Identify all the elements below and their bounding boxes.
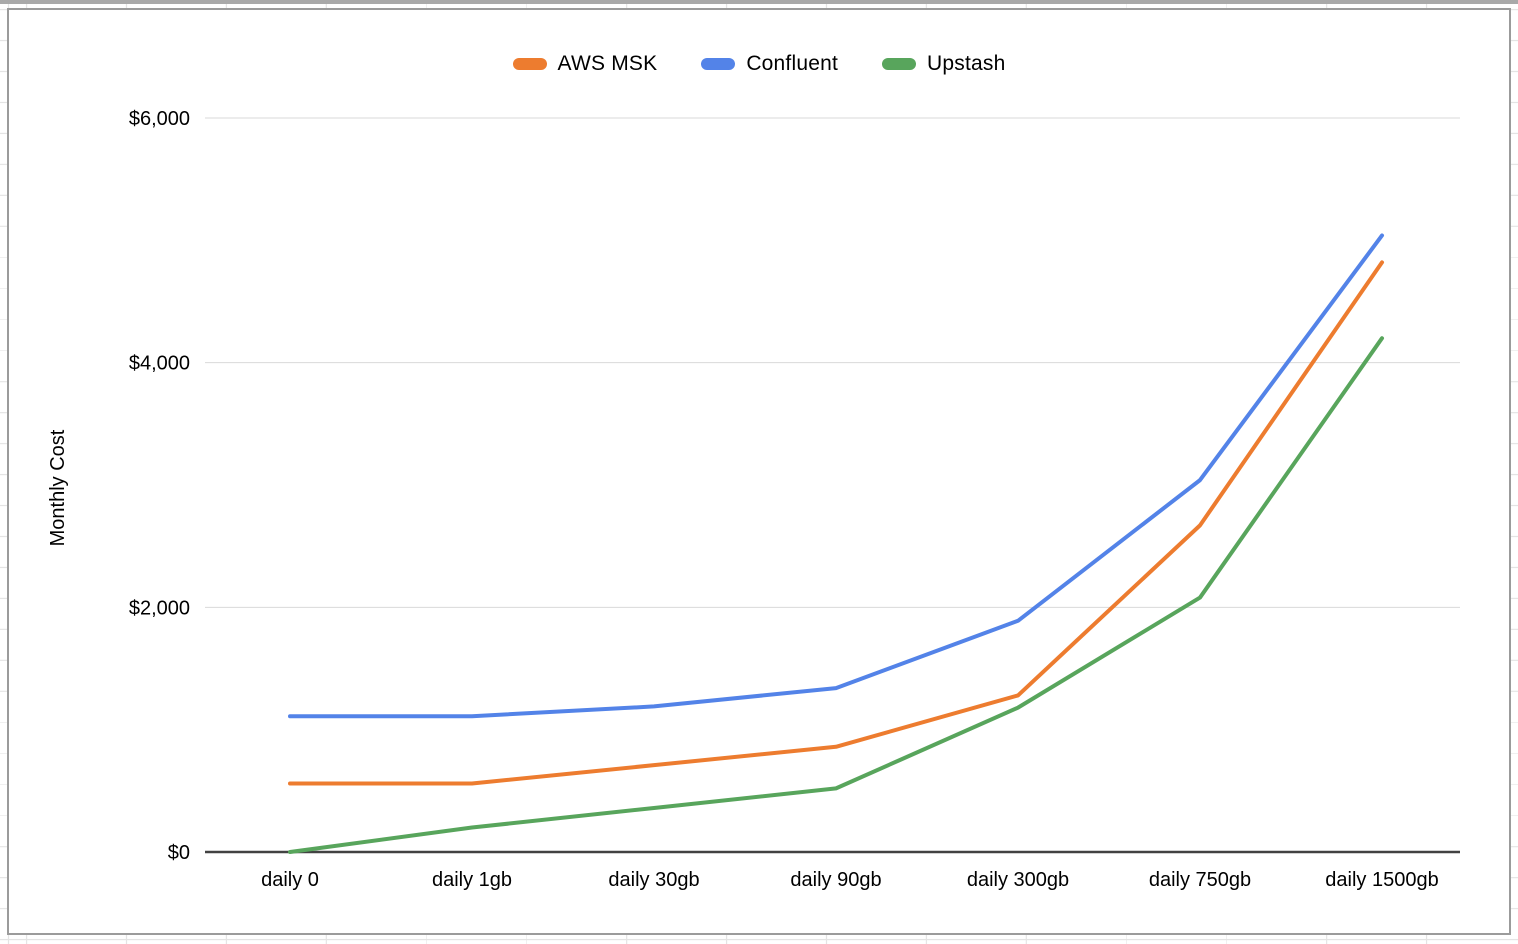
toolbar-divider [0, 0, 1518, 4]
series-line-aws-msk [288, 260, 1384, 786]
y-tick-label: $4,000 [129, 353, 190, 375]
x-tick-label-daily-750gb: daily 750gb [1149, 869, 1251, 891]
x-tick-label-daily-90gb: daily 90gb [790, 869, 881, 891]
y-tick-label: $0 [168, 842, 190, 864]
x-tick-label-daily-30gb: daily 30gb [608, 869, 699, 891]
monthly-cost-line-chart: $0 $2,000 $4,000 $6,000 daily 0 daily 1gb dail… [47, 108, 1460, 891]
x-tick-label-daily-0: daily 0 [261, 869, 319, 891]
y-axis-title: Monthly Cost [47, 429, 69, 546]
x-tick-label-daily-1gb: daily 1gb [432, 869, 512, 891]
chart-card[interactable]: $0 $2,000 $4,000 $6,000 daily 0 daily 1gb dail… [7, 8, 1511, 935]
y-tick-label: $2,000 [129, 597, 190, 619]
x-tick-label-daily-300gb: daily 300gb [967, 869, 1069, 891]
series-line-upstash [288, 336, 1384, 854]
x-tick-label-daily-1500gb: daily 1500gb [1325, 869, 1438, 891]
series-line-confluent [288, 233, 1384, 719]
y-tick-label: $6,000 [129, 108, 190, 130]
